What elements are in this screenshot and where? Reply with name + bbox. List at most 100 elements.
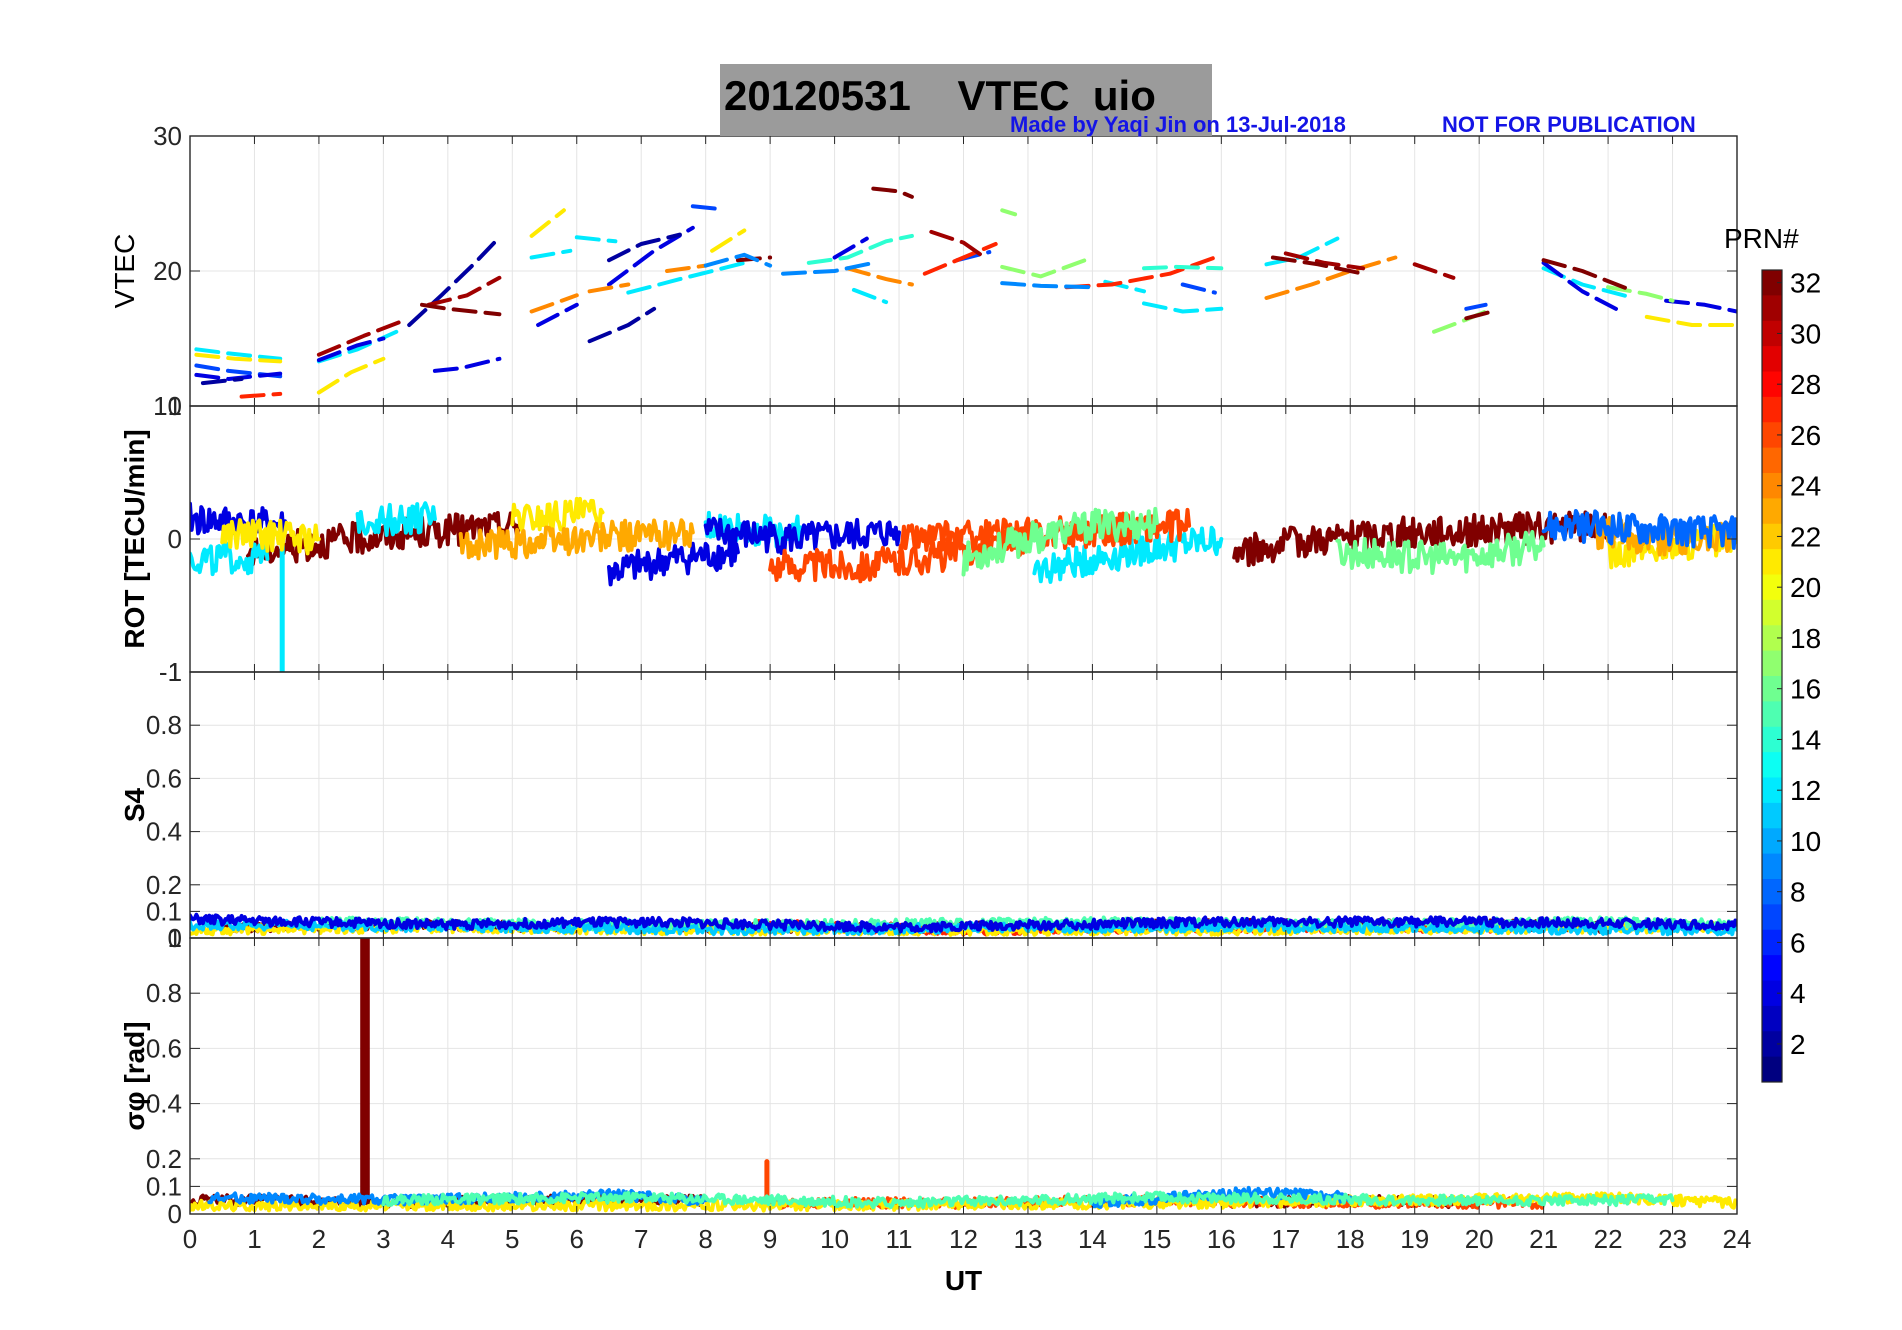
y-tick-label: 0.2 bbox=[146, 870, 182, 900]
prn-2-trace bbox=[587, 306, 657, 344]
colorbar-tick-label: 10 bbox=[1790, 826, 1821, 857]
x-tick-label: 15 bbox=[1142, 1224, 1171, 1254]
y-tick-label: 1 bbox=[168, 923, 182, 953]
prn-31-trace bbox=[1412, 262, 1456, 280]
prn-27-trace bbox=[1064, 255, 1217, 290]
prn-27-trace bbox=[239, 391, 283, 399]
prn-24-trace bbox=[529, 293, 579, 314]
prn-24-trace bbox=[845, 266, 914, 287]
prn-24-trace bbox=[587, 282, 631, 294]
colorbar-band bbox=[1762, 549, 1782, 575]
prn-24-trace bbox=[1264, 255, 1398, 300]
prn-14-trace bbox=[1142, 264, 1224, 271]
colorbar-label: PRN# bbox=[1724, 223, 1799, 254]
y-tick-label: 0 bbox=[168, 1199, 182, 1229]
prn-4-trace bbox=[316, 336, 386, 363]
colorbar-band bbox=[1762, 650, 1782, 677]
colorbar-band bbox=[1762, 422, 1782, 449]
prn-16-trace bbox=[1335, 530, 1546, 575]
y-tick-label: 0.2 bbox=[146, 1144, 182, 1174]
x-tick-label: 22 bbox=[1594, 1224, 1623, 1254]
x-tick-label: 10 bbox=[820, 1224, 849, 1254]
colorbar-band bbox=[1762, 396, 1782, 423]
y-tick-label: -1 bbox=[159, 657, 182, 687]
colorbar-band bbox=[1762, 1056, 1782, 1083]
prn-12-trace bbox=[355, 501, 437, 537]
y-tick-label: 0 bbox=[168, 524, 182, 554]
colorbar-tick-label: 4 bbox=[1790, 978, 1806, 1009]
prn-8-trace bbox=[1541, 509, 1737, 550]
colorbar-tick-label: 16 bbox=[1790, 674, 1821, 705]
x-tick-label: 17 bbox=[1271, 1224, 1300, 1254]
prn-4-trace bbox=[703, 516, 901, 555]
x-tick-label: 20 bbox=[1465, 1224, 1494, 1254]
prn-32-trace bbox=[1541, 258, 1636, 294]
prn-4-trace bbox=[432, 356, 502, 373]
colorbar-tick-label: 18 bbox=[1790, 623, 1821, 654]
y-tick-label: 0 bbox=[168, 923, 182, 953]
colorbar-band bbox=[1762, 929, 1782, 956]
colorbar-tick-label: 20 bbox=[1790, 572, 1821, 603]
y-tick-label: 0.6 bbox=[146, 763, 182, 793]
y-tick-label: 0.4 bbox=[146, 817, 182, 847]
credit-text: Made by Yaqi Jin on 13-Jul-2018 bbox=[1010, 112, 1346, 137]
colorbar-tick-label: 32 bbox=[1790, 268, 1821, 299]
colorbar-band bbox=[1762, 879, 1782, 905]
colorbar-band bbox=[1762, 498, 1782, 525]
colorbar-band bbox=[1762, 447, 1782, 474]
prn-32-trace bbox=[1464, 309, 1495, 321]
prn-17-trace bbox=[1000, 208, 1018, 217]
prn-21-trace bbox=[510, 496, 605, 533]
prn-4-trace bbox=[1664, 298, 1737, 314]
data-layer bbox=[190, 186, 1737, 1213]
x-tick-label: 18 bbox=[1336, 1224, 1365, 1254]
y-tick-label: 30 bbox=[153, 121, 182, 151]
chart-title: 20120531 VTEC uio bbox=[724, 72, 1156, 119]
colorbar-frame bbox=[1761, 269, 1783, 1083]
colorbar-band bbox=[1762, 676, 1782, 702]
prn-4-trace bbox=[536, 302, 579, 327]
x-tick-label: 5 bbox=[505, 1224, 519, 1254]
y-axis-label: S4 bbox=[119, 787, 150, 822]
colorbar-band bbox=[1762, 980, 1782, 1007]
prn-15-trace bbox=[381, 1190, 1675, 1210]
colorbar-band bbox=[1762, 726, 1782, 753]
prn-31-trace bbox=[316, 318, 405, 357]
colorbar-band bbox=[1762, 523, 1782, 550]
prn-12-trace bbox=[1032, 525, 1224, 584]
prn-24-trace bbox=[665, 263, 708, 273]
colorbar-tick-label: 12 bbox=[1790, 775, 1821, 806]
y-tick-label: 10 bbox=[153, 391, 182, 421]
y-tick-label: 0.8 bbox=[146, 978, 182, 1008]
y-tick-label: 0.8 bbox=[146, 710, 182, 740]
prn-32-trace bbox=[871, 186, 914, 199]
panel-0-series-group bbox=[194, 186, 1737, 399]
y-tick-label: 0.4 bbox=[146, 1089, 182, 1119]
prn-21-trace bbox=[194, 352, 283, 364]
colorbar-band bbox=[1762, 752, 1782, 778]
x-axis-label: UT bbox=[945, 1265, 982, 1296]
colorbar-band bbox=[1762, 777, 1782, 804]
x-tick-label: 14 bbox=[1078, 1224, 1107, 1254]
prn-12-trace bbox=[626, 260, 747, 295]
x-tick-label: 6 bbox=[570, 1224, 584, 1254]
prn-4-trace bbox=[832, 236, 869, 260]
prn-4-trace bbox=[194, 371, 283, 381]
colorbar-band bbox=[1762, 828, 1782, 855]
x-tick-label: 24 bbox=[1723, 1224, 1752, 1254]
prn-12-trace bbox=[1264, 236, 1340, 267]
y-axis-label: σφ [rad] bbox=[119, 1021, 150, 1130]
colorbar-band bbox=[1762, 625, 1782, 652]
x-tick-label: 4 bbox=[441, 1224, 455, 1254]
prn-31-trace bbox=[929, 229, 985, 259]
x-tick-label: 11 bbox=[886, 1224, 913, 1254]
prn-32-trace bbox=[1270, 255, 1366, 276]
colorbar-tick-label: 8 bbox=[1790, 877, 1806, 908]
colorbar-band bbox=[1762, 701, 1782, 728]
prn-2-trace bbox=[200, 377, 244, 386]
x-tick-label: 23 bbox=[1658, 1224, 1687, 1254]
colorbar-tick-label: 2 bbox=[1790, 1029, 1806, 1060]
prn-21-trace bbox=[529, 208, 566, 238]
prn-32-trace bbox=[420, 302, 502, 317]
